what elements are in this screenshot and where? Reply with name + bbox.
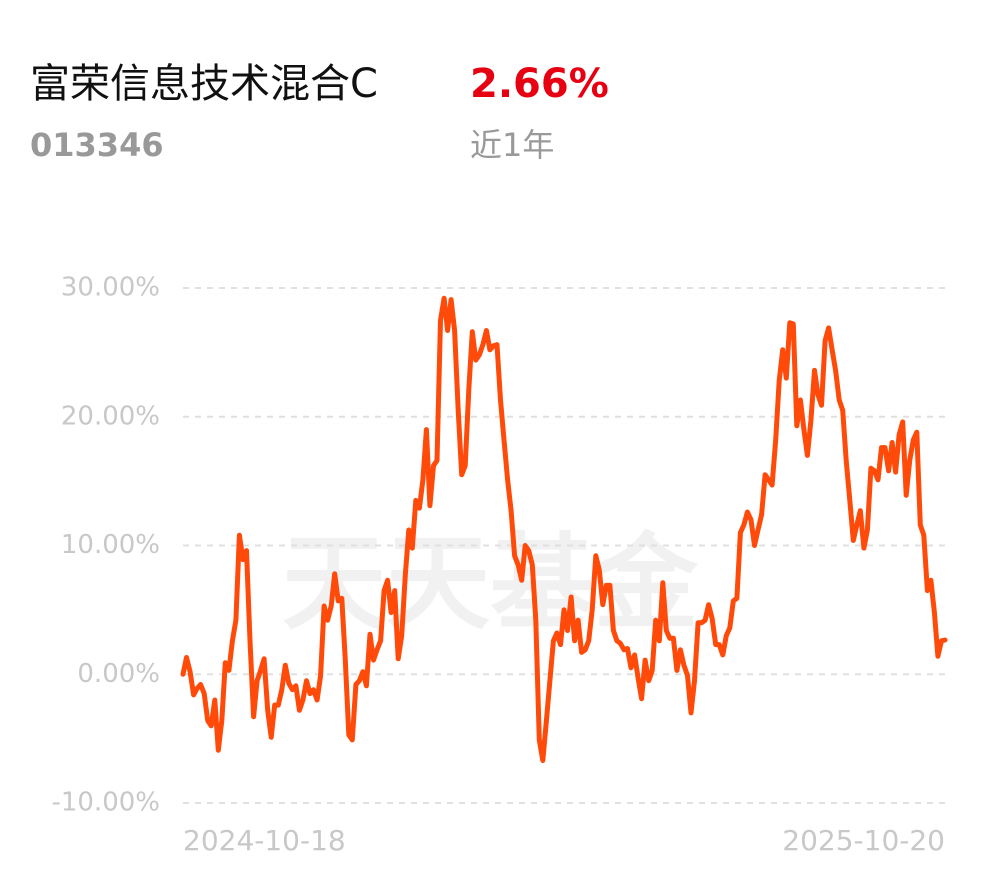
- x-tick-label: 2025-10-20: [782, 824, 945, 857]
- period-label: 近1年: [470, 126, 554, 164]
- y-tick-label: -10.00%: [51, 788, 160, 818]
- watermark: 天天基金: [282, 521, 699, 644]
- y-tick-label: 20.00%: [61, 401, 160, 431]
- fund-code: 013346: [30, 126, 164, 164]
- y-tick-label: 0.00%: [77, 659, 160, 689]
- y-tick-label: 10.00%: [61, 530, 160, 560]
- line-series: [180, 295, 948, 763]
- x-tick-label: 2024-10-18: [183, 824, 346, 857]
- fund-title: 富荣信息技术混合C: [30, 61, 378, 107]
- y-tick-label: 30.00%: [61, 273, 160, 303]
- fund-change: 2.66%: [470, 61, 609, 107]
